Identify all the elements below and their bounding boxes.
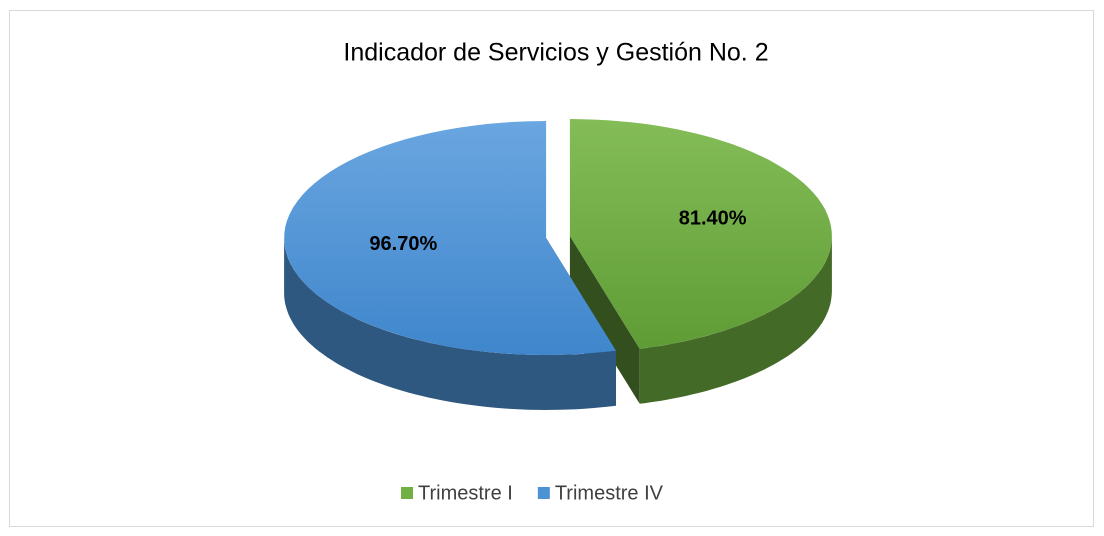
slice-side: [569, 236, 640, 404]
data-label: 96.70%: [369, 233, 437, 255]
slice: [569, 119, 832, 349]
chart-title: Indicador de Servicios y Gestión No. 2: [343, 39, 768, 67]
data-label: 81.40%: [679, 208, 747, 230]
legend-swatch: [537, 487, 550, 499]
pie: 81.40% 96.70%: [284, 119, 832, 410]
legend: Trimestre I Trimestre IV: [401, 482, 664, 504]
legend-label: Trimestre I: [418, 482, 513, 504]
legend-label: Trimestre IV: [555, 482, 664, 504]
legend-swatch: [401, 487, 413, 499]
slice-side: [639, 236, 832, 404]
slice-side: [284, 238, 616, 410]
slice: [284, 121, 616, 355]
